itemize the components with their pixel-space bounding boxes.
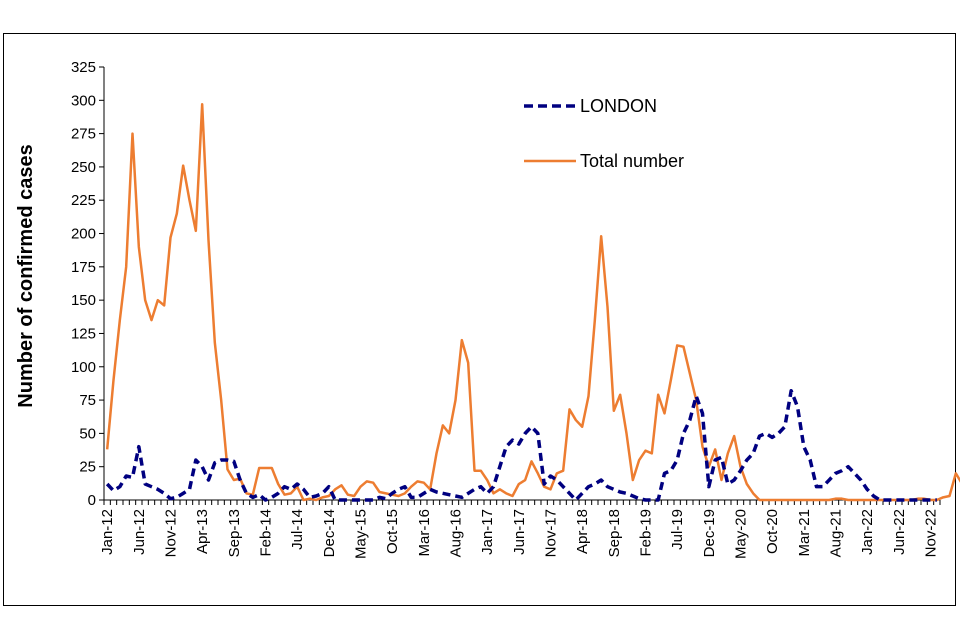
x-tick-label: Jan-12 — [99, 509, 116, 555]
y-tick-label: 100 — [71, 359, 96, 376]
y-tick-label: 75 — [79, 392, 96, 409]
x-tick-label: Dec-19 — [701, 509, 718, 557]
series-line-total-number — [105, 103, 960, 502]
legend-label-london: LONDON — [580, 96, 657, 116]
series-layer — [105, 103, 960, 502]
axes: 0 25 50 75 100 125 150 175 200 225 250 275 300 325 Jan… — [71, 59, 941, 559]
legend: LONDON Total number — [524, 96, 684, 171]
x-tick-label: Sep-18 — [606, 509, 623, 557]
series-line-london — [105, 389, 937, 502]
legend-label-total: Total number — [580, 151, 684, 171]
y-tick-label: 125 — [71, 325, 96, 342]
y-tick-label: 275 — [71, 126, 96, 143]
x-tick-label: Nov-22 — [923, 509, 940, 557]
x-tick-label: Apr-13 — [194, 509, 211, 554]
x-tick-label: Oct-15 — [384, 509, 401, 554]
x-tick-label: May-15 — [353, 509, 370, 559]
y-tick-label: 150 — [71, 292, 96, 309]
x-tick-label: Mar-16 — [416, 509, 433, 557]
x-tick-label: Oct-20 — [764, 509, 781, 554]
x-tick-label: Jun-22 — [891, 509, 908, 555]
x-tick-label: Jun-17 — [511, 509, 528, 555]
y-tick-label: 0 — [88, 492, 96, 509]
x-tick-label: Nov-17 — [543, 509, 560, 557]
x-tick-label: Apr-18 — [574, 509, 591, 554]
y-tick-label: 300 — [71, 92, 96, 109]
chart-frame — [3, 33, 956, 606]
x-tick-label: Dec-14 — [321, 509, 338, 557]
x-tick-label: Jul-19 — [669, 509, 686, 550]
y-tick-label: 50 — [79, 425, 96, 442]
x-tick-label: Aug-16 — [448, 509, 465, 557]
x-tick-label: Jan-17 — [479, 509, 496, 555]
y-tick-label: 225 — [71, 192, 96, 209]
x-tick-label: Nov-12 — [163, 509, 180, 557]
x-tick-label: Sep-13 — [226, 509, 243, 557]
y-tick-label: 200 — [71, 226, 96, 243]
x-tick-label: May-20 — [733, 509, 750, 559]
x-tick-label: Jan-22 — [859, 509, 876, 555]
y-tick-label: 25 — [79, 459, 96, 476]
x-tick-label: Jun-12 — [131, 509, 148, 555]
y-axis-label: Number of confirmed cases — [15, 144, 37, 407]
x-tick-label: Mar-21 — [796, 509, 813, 557]
y-tick-label: 175 — [71, 259, 96, 276]
y-tick-label: 250 — [71, 159, 96, 176]
x-tick-label: Feb-14 — [258, 509, 275, 557]
x-tick-label: Jul-14 — [289, 509, 306, 550]
y-tick-label: 325 — [71, 59, 96, 76]
x-tick-label: Feb-19 — [638, 509, 655, 557]
x-tick-label: Aug-21 — [828, 509, 845, 557]
